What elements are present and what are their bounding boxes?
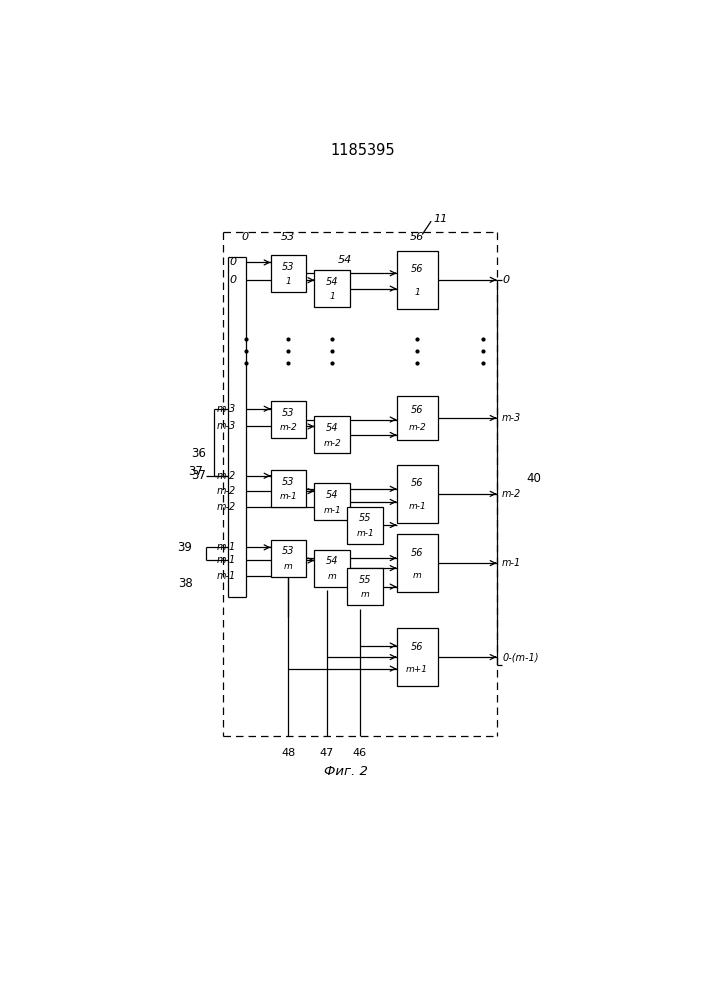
Bar bbox=[271, 255, 306, 292]
Text: 1: 1 bbox=[414, 288, 420, 297]
Text: m-2: m-2 bbox=[279, 423, 297, 432]
Text: 56: 56 bbox=[410, 232, 424, 242]
Text: 36: 36 bbox=[192, 447, 206, 460]
Text: m-1: m-1 bbox=[502, 558, 521, 568]
Text: 1: 1 bbox=[329, 292, 335, 301]
Bar bbox=[347, 568, 383, 605]
Bar bbox=[271, 470, 306, 507]
Text: 54: 54 bbox=[326, 277, 339, 287]
Text: m-2: m-2 bbox=[217, 486, 236, 496]
Text: m-1: m-1 bbox=[217, 555, 236, 565]
Text: 56: 56 bbox=[411, 548, 423, 558]
Text: Фиг. 2: Фиг. 2 bbox=[324, 765, 368, 778]
Text: 47: 47 bbox=[320, 748, 334, 758]
Text: 37: 37 bbox=[189, 465, 204, 478]
Text: 54: 54 bbox=[326, 556, 339, 566]
Text: 0-(m-1): 0-(m-1) bbox=[502, 652, 539, 662]
Text: 11: 11 bbox=[433, 214, 448, 224]
Text: 55: 55 bbox=[359, 513, 371, 523]
Text: m-1: m-1 bbox=[323, 506, 341, 515]
Text: m-1: m-1 bbox=[217, 571, 236, 581]
Text: m-1: m-1 bbox=[356, 529, 374, 538]
Text: 46: 46 bbox=[353, 748, 367, 758]
Bar bbox=[315, 483, 350, 520]
Text: 53: 53 bbox=[281, 232, 296, 242]
Text: 0: 0 bbox=[229, 257, 236, 267]
Text: 53: 53 bbox=[282, 408, 295, 418]
Text: m-2: m-2 bbox=[502, 489, 521, 499]
Text: m: m bbox=[361, 590, 370, 599]
Text: m: m bbox=[284, 562, 293, 571]
Bar bbox=[271, 540, 306, 577]
Bar bbox=[397, 396, 438, 440]
Text: 48: 48 bbox=[281, 748, 296, 758]
Bar bbox=[347, 507, 383, 544]
Bar bbox=[315, 416, 350, 453]
Text: m: m bbox=[328, 572, 337, 581]
Bar bbox=[397, 534, 438, 592]
Text: m-2: m-2 bbox=[217, 502, 236, 512]
Text: 53: 53 bbox=[282, 477, 295, 487]
Bar bbox=[397, 465, 438, 523]
Text: m-2: m-2 bbox=[323, 439, 341, 448]
Bar bbox=[397, 251, 438, 309]
Text: 0: 0 bbox=[229, 275, 236, 285]
Text: m-3: m-3 bbox=[217, 404, 236, 414]
Text: 56: 56 bbox=[411, 264, 423, 274]
Text: m-1: m-1 bbox=[408, 502, 426, 511]
Text: 37: 37 bbox=[192, 469, 206, 482]
Text: m-2: m-2 bbox=[217, 471, 236, 481]
Text: 39: 39 bbox=[177, 541, 192, 554]
Bar bbox=[271, 401, 306, 438]
Text: 1: 1 bbox=[286, 277, 291, 286]
Text: 40: 40 bbox=[527, 472, 542, 485]
Text: 54: 54 bbox=[338, 255, 352, 265]
Text: 0: 0 bbox=[502, 275, 509, 285]
Bar bbox=[315, 550, 350, 587]
Text: m-2: m-2 bbox=[408, 423, 426, 432]
Text: 54: 54 bbox=[326, 490, 339, 500]
Text: 54: 54 bbox=[326, 423, 339, 433]
Bar bbox=[315, 270, 350, 307]
Text: 56: 56 bbox=[411, 478, 423, 488]
Text: m+1: m+1 bbox=[406, 665, 428, 674]
Text: m-3: m-3 bbox=[502, 413, 521, 423]
Text: 38: 38 bbox=[177, 577, 192, 590]
Text: m: m bbox=[413, 571, 421, 580]
Text: 0: 0 bbox=[241, 232, 248, 242]
Text: 53: 53 bbox=[282, 262, 295, 272]
Text: 53: 53 bbox=[282, 546, 295, 556]
Text: m-1: m-1 bbox=[217, 542, 236, 552]
Text: 1185395: 1185395 bbox=[330, 143, 395, 158]
Text: m-1: m-1 bbox=[279, 492, 297, 501]
Text: 55: 55 bbox=[359, 575, 371, 585]
Text: m-3: m-3 bbox=[217, 421, 236, 431]
Text: 56: 56 bbox=[411, 405, 423, 415]
Bar bbox=[397, 628, 438, 686]
Text: 56: 56 bbox=[411, 642, 423, 652]
